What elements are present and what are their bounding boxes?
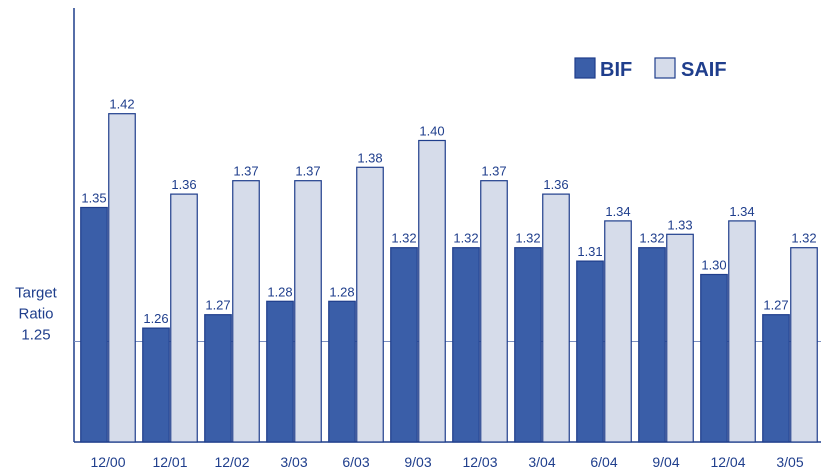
x-tick-label: 12/02 bbox=[214, 454, 249, 470]
bar-saif-12-00 bbox=[108, 113, 136, 443]
x-tick-label: 3/04 bbox=[528, 454, 555, 470]
value-label-saif: 1.36 bbox=[171, 177, 196, 192]
bar-bif-9-04 bbox=[638, 247, 666, 443]
value-label-bif: 1.28 bbox=[329, 284, 354, 299]
x-tick-label: 9/04 bbox=[652, 454, 679, 470]
value-label-bif: 1.27 bbox=[763, 298, 788, 313]
value-label-saif: 1.42 bbox=[109, 97, 134, 112]
bar-saif-3-03 bbox=[294, 180, 322, 443]
bar-saif-6-03 bbox=[356, 166, 384, 443]
bar-bif-12-01 bbox=[142, 327, 170, 443]
x-tick-label: 3/03 bbox=[280, 454, 307, 470]
x-tick-label: 12/03 bbox=[462, 454, 497, 470]
value-label-saif: 1.34 bbox=[729, 204, 754, 219]
legend-swatch-bif bbox=[574, 57, 596, 79]
x-tick-label: 12/00 bbox=[90, 454, 125, 470]
legend: BIF SAIF bbox=[574, 57, 727, 81]
x-tick-label: 9/03 bbox=[404, 454, 431, 470]
bar-bif-12-00 bbox=[80, 206, 108, 443]
bar-saif-3-04 bbox=[542, 193, 570, 443]
bar-saif-3-05 bbox=[790, 247, 818, 443]
value-label-bif: 1.35 bbox=[81, 191, 106, 206]
bar-bif-12-03 bbox=[452, 247, 480, 443]
x-tick-label: 6/04 bbox=[590, 454, 617, 470]
legend-label-saif: SAIF bbox=[681, 59, 727, 81]
value-labels-group: 1.35 1.42 1.26 1.36 1.27 1.37 1.28 1.37 1.28 1.38… bbox=[81, 97, 816, 326]
value-label-bif: 1.27 bbox=[205, 298, 230, 313]
value-label-bif: 1.32 bbox=[515, 231, 540, 246]
bar-saif-12-01 bbox=[170, 193, 198, 443]
bar-bif-6-04 bbox=[576, 260, 604, 443]
x-tick-label: 12/01 bbox=[152, 454, 187, 470]
value-label-saif: 1.37 bbox=[481, 164, 506, 179]
value-label-saif: 1.36 bbox=[543, 177, 568, 192]
x-tick-label: 3/05 bbox=[776, 454, 803, 470]
bar-saif-6-04 bbox=[604, 220, 632, 443]
value-label-bif: 1.30 bbox=[701, 258, 726, 273]
x-tick-label: 12/04 bbox=[710, 454, 745, 470]
value-label-saif: 1.40 bbox=[419, 124, 444, 139]
target-ratio-label-line: Target bbox=[15, 285, 58, 302]
bar-bif-3-05 bbox=[762, 314, 790, 443]
bar-bif-12-04 bbox=[700, 273, 728, 443]
value-label-bif: 1.32 bbox=[391, 231, 416, 246]
value-label-saif: 1.38 bbox=[357, 150, 382, 165]
bars-group bbox=[80, 113, 818, 443]
value-label-bif: 1.26 bbox=[143, 311, 168, 326]
x-tick-label: 6/03 bbox=[342, 454, 369, 470]
bar-saif-12-03 bbox=[480, 180, 508, 443]
legend-swatch-saif bbox=[654, 57, 676, 79]
value-label-saif: 1.37 bbox=[233, 164, 258, 179]
bar-saif-9-04 bbox=[666, 233, 694, 443]
target-ratio-label-line: 1.25 bbox=[21, 327, 50, 344]
value-label-saif: 1.32 bbox=[791, 231, 816, 246]
value-label-bif: 1.32 bbox=[453, 231, 478, 246]
bar-saif-12-02 bbox=[232, 180, 260, 443]
bar-bif-6-03 bbox=[328, 300, 356, 443]
value-label-bif: 1.28 bbox=[267, 284, 292, 299]
bar-bif-3-04 bbox=[514, 247, 542, 443]
target-ratio-label: Target Ratio 1.25 bbox=[15, 285, 58, 344]
value-label-saif: 1.33 bbox=[667, 217, 692, 232]
bar-bif-3-03 bbox=[266, 300, 294, 443]
bar-bif-9-03 bbox=[390, 247, 418, 443]
x-tick-labels-group: 12/00 12/01 12/02 3/03 6/03 9/03 12/03 3/04 6/04… bbox=[90, 454, 803, 470]
value-label-saif: 1.34 bbox=[605, 204, 630, 219]
value-label-saif: 1.37 bbox=[295, 164, 320, 179]
bar-saif-9-03 bbox=[418, 139, 446, 443]
bar-bif-12-02 bbox=[204, 314, 232, 443]
value-label-bif: 1.32 bbox=[639, 231, 664, 246]
bar-saif-12-04 bbox=[728, 220, 756, 443]
legend-label-bif: BIF bbox=[600, 59, 632, 81]
value-label-bif: 1.31 bbox=[577, 244, 602, 259]
target-ratio-label-line: Ratio bbox=[18, 306, 53, 323]
